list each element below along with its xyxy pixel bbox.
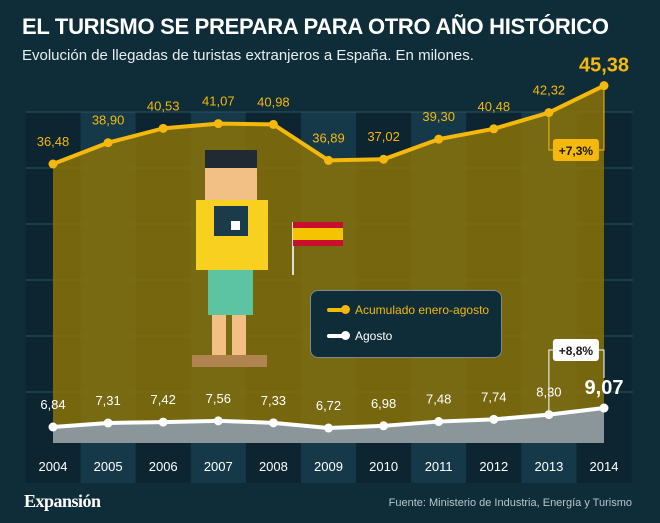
- change-badge: [552, 139, 599, 161]
- august-point: [379, 421, 389, 431]
- accumulated-data-label: 45,38: [579, 55, 629, 77]
- accumulated-point: [48, 159, 58, 169]
- accumulated-data-label: 40,48: [478, 99, 511, 114]
- august-data-label: 7,56: [206, 391, 231, 406]
- source-note: Fuente: Ministerio de Industria, Energía…: [388, 497, 632, 509]
- august-data-label: 9,07: [585, 377, 624, 399]
- tourist-illustration: [208, 270, 253, 315]
- change-badge-text: +8,8%: [559, 344, 594, 358]
- x-tick-label: 2005: [94, 459, 123, 474]
- legend-label: Agosto: [355, 329, 393, 343]
- accumulated-point: [268, 119, 278, 129]
- august-point: [158, 417, 168, 427]
- x-tick-label: 2014: [590, 459, 619, 474]
- accumulated-point: [324, 155, 333, 165]
- legend-label: Acumulado enero-agosto: [355, 303, 490, 317]
- legend-swatch: [327, 305, 350, 314]
- august-data-label: 6,72: [316, 398, 341, 413]
- change-badge: [552, 339, 599, 361]
- accumulated-data-label: 40,53: [147, 98, 180, 113]
- tourist-illustration: [232, 315, 246, 360]
- legend-item-accumulated: Acumulado enero-agosto: [327, 303, 489, 317]
- legend-item-august: Agosto: [327, 329, 392, 343]
- x-tick-label: 2012: [479, 459, 508, 474]
- accumulated-data-label: 36,48: [37, 134, 70, 149]
- tourist-illustration: [205, 150, 257, 168]
- august-point: [434, 417, 444, 427]
- august-point: [268, 418, 278, 428]
- legend: Acumulado enero-agosto Agosto: [310, 290, 502, 358]
- x-tick-label: 2013: [534, 459, 563, 474]
- accumulated-point: [213, 119, 223, 129]
- august-data-label: 7,48: [426, 392, 451, 407]
- x-tick-label: 2007: [204, 459, 233, 474]
- brand-logo: Expansión: [24, 491, 101, 511]
- x-tick-label: 2011: [425, 459, 453, 474]
- august-data-label: 6,84: [40, 397, 65, 412]
- tourist-illustration: [192, 355, 267, 367]
- august-data-label: 7,42: [151, 392, 176, 407]
- august-point: [489, 414, 499, 424]
- accumulated-point: [103, 138, 113, 148]
- august-data-label: 7,33: [261, 393, 286, 408]
- accumulated-point: [434, 134, 444, 144]
- x-tick-label: 2006: [149, 459, 178, 474]
- accumulated-data-label: 40,98: [257, 94, 290, 109]
- x-tick-label: 2004: [39, 459, 68, 474]
- accumulated-point: [489, 124, 499, 134]
- accumulated-point: [158, 123, 168, 133]
- x-tick-label: 2009: [314, 459, 343, 474]
- chart-subtitle: Evolución de llegadas de turistas extran…: [22, 47, 474, 64]
- accumulated-data-label: 41,07: [202, 94, 235, 109]
- accumulated-data-label: 36,89: [312, 130, 345, 145]
- august-data-label: 7,31: [95, 393, 120, 408]
- accumulated-data-label: 39,30: [422, 109, 455, 124]
- august-point: [213, 416, 223, 426]
- august-area: [53, 408, 604, 443]
- accumulated-data-label: 37,02: [367, 129, 400, 144]
- accumulated-data-label: 42,32: [533, 83, 566, 98]
- tourist-illustration: [212, 315, 226, 360]
- august-point: [48, 422, 58, 432]
- tourist-illustration: [231, 221, 240, 230]
- august-point: [324, 423, 333, 433]
- august-point: [599, 403, 609, 413]
- legend-swatch: [327, 331, 350, 340]
- accumulated-data-label: 38,90: [92, 113, 125, 128]
- august-data-label: 7,74: [481, 389, 506, 404]
- accumulated-point: [379, 154, 389, 164]
- change-badge-text: +7,3%: [559, 144, 594, 158]
- x-tick-label: 2010: [369, 459, 398, 474]
- chart-title: EL TURISMO SE PREPARA PARA OTRO AÑO HIST…: [22, 14, 609, 39]
- august-data-label: 6,98: [371, 396, 396, 411]
- august-point: [103, 418, 113, 428]
- spain-flag-icon: [293, 228, 343, 240]
- x-tick-label: 2008: [259, 459, 288, 474]
